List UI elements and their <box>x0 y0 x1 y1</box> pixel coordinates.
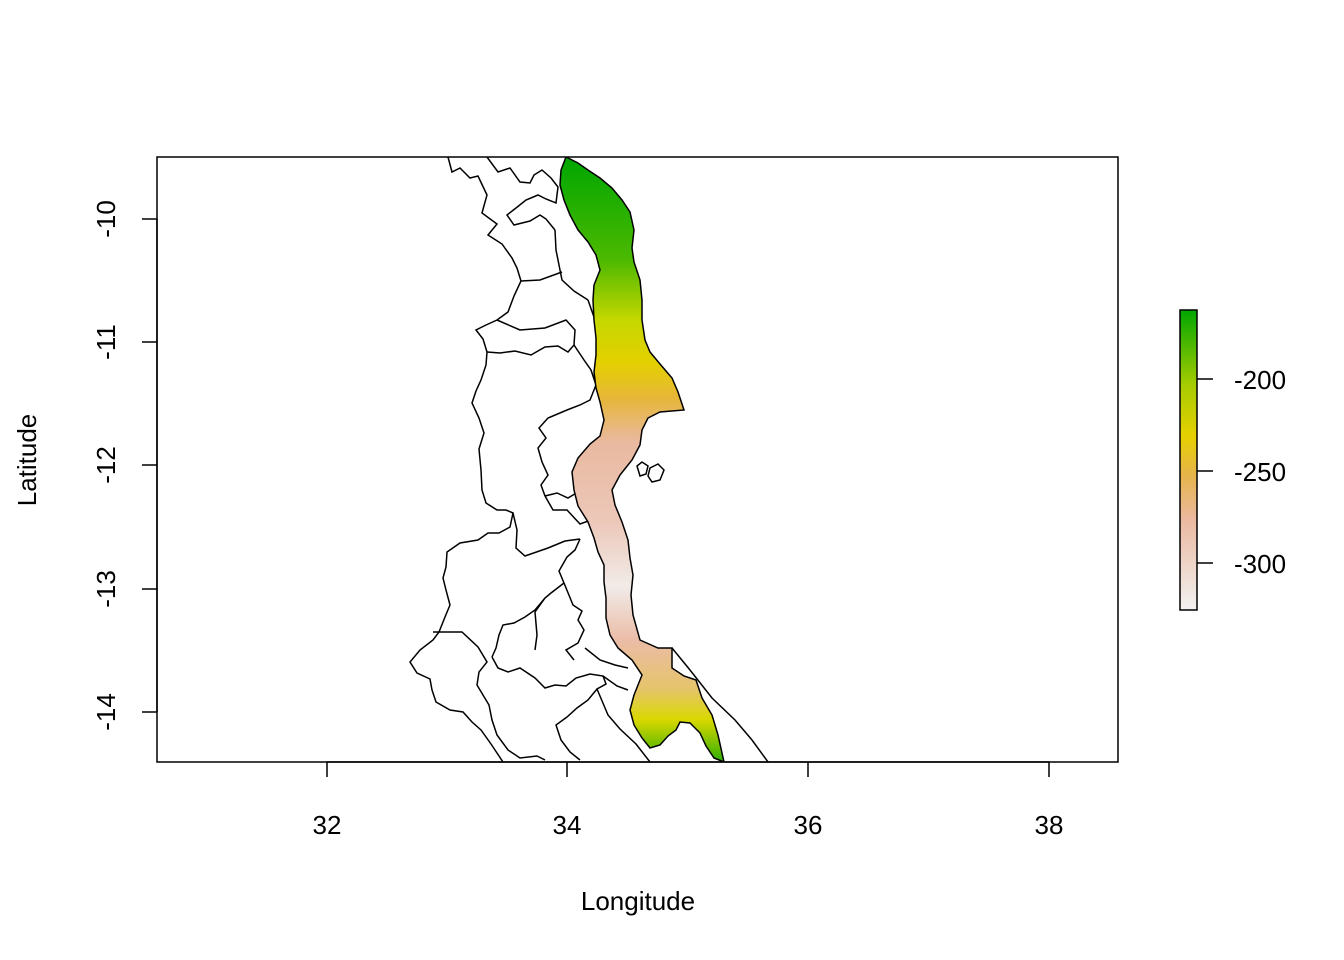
map-area <box>409 157 769 762</box>
plot-frame <box>156 156 1119 763</box>
legend-ticks <box>1197 378 1213 564</box>
x-tick-label-38: 38 <box>1035 810 1064 840</box>
x-axis-title: Longitude <box>581 886 695 916</box>
x-axis <box>326 761 1050 777</box>
chizumulu-island <box>647 463 665 483</box>
x-tick-label-34: 34 <box>553 810 582 840</box>
y-tick-label-m10: -10 <box>91 200 121 238</box>
lake-malawi <box>559 157 725 762</box>
legend-label-m250: -250 <box>1234 457 1286 487</box>
x-tick-label-36: 36 <box>794 810 823 840</box>
district-boundaries <box>409 157 769 762</box>
y-tick-label-m14: -14 <box>91 693 121 731</box>
color-legend-bar <box>1179 309 1198 611</box>
x-tick-label-32: 32 <box>313 810 342 840</box>
y-axis-title: Latitude <box>12 414 42 507</box>
y-axis <box>142 218 158 713</box>
legend-label-m200: -200 <box>1234 365 1286 395</box>
likoma-island <box>636 461 649 477</box>
y-tick-label-m12: -12 <box>91 446 121 484</box>
y-tick-label-m11: -11 <box>91 324 121 360</box>
y-tick-label-m13: -13 <box>91 570 121 608</box>
legend-label-m300: -300 <box>1234 549 1286 579</box>
